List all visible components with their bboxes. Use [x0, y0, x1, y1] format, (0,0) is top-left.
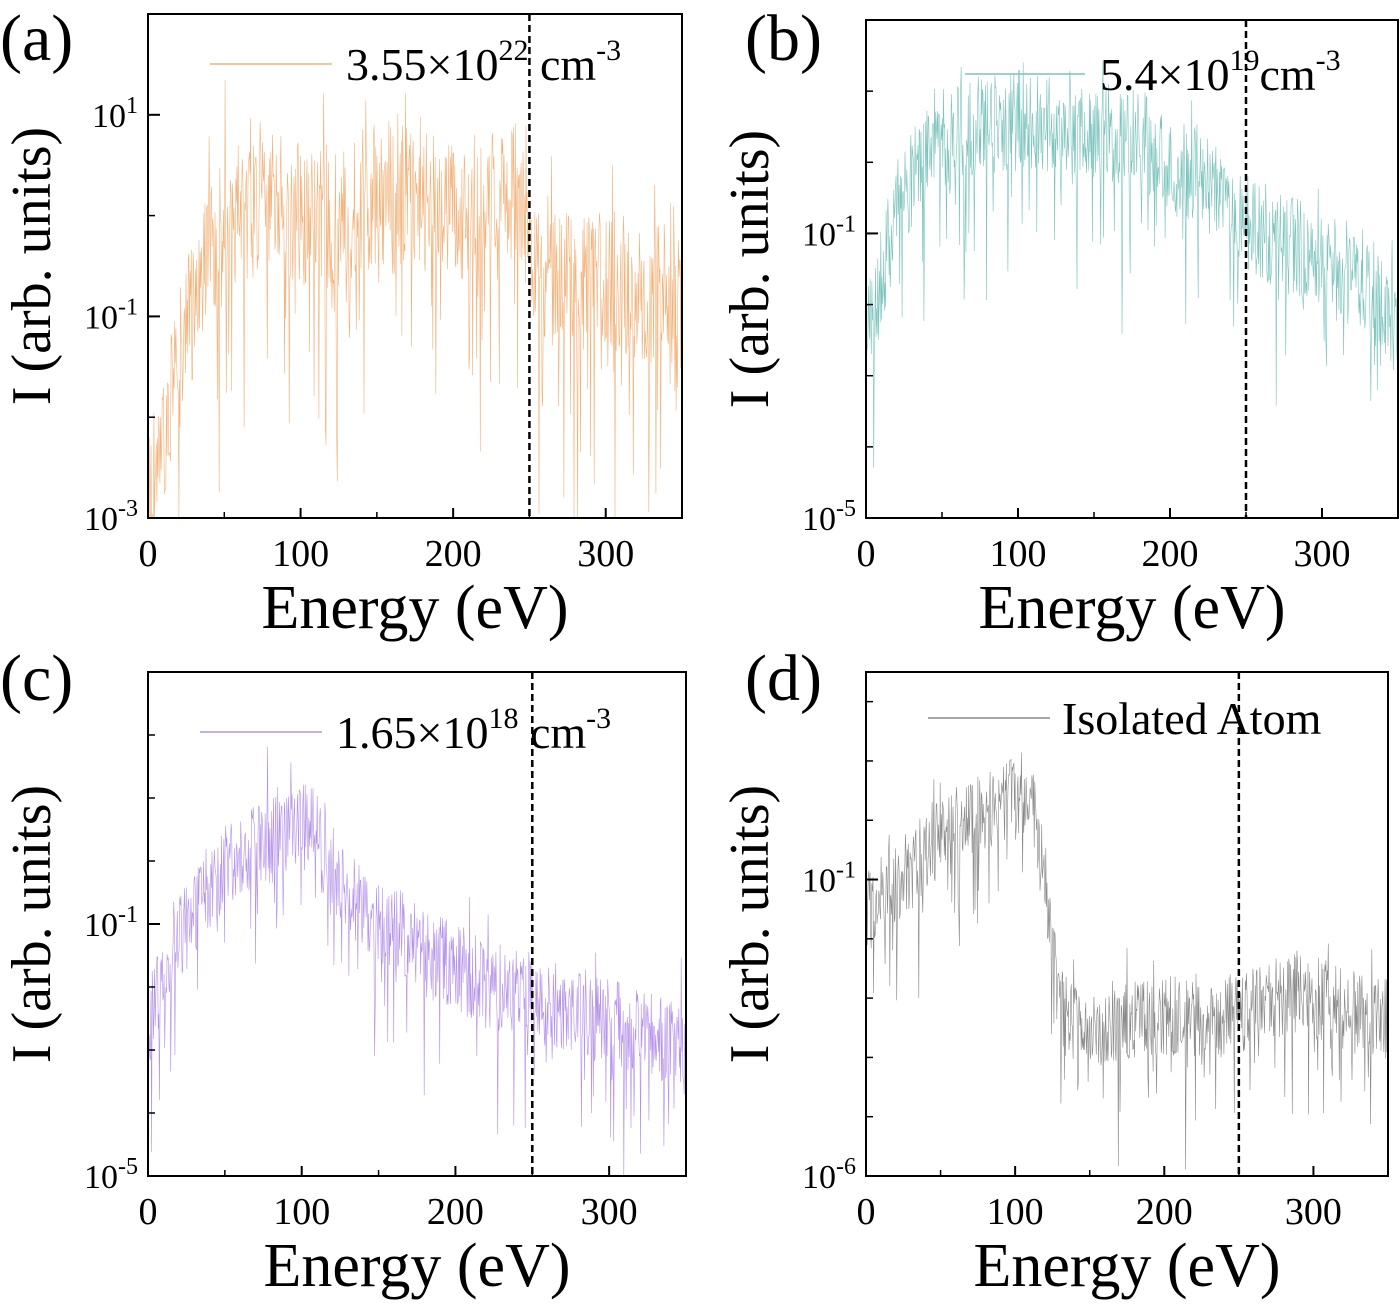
x-tick-label: 300: [1285, 1191, 1342, 1233]
y-tick-label: 10-5: [802, 496, 856, 538]
x-tick-label: 0: [857, 1191, 876, 1233]
x-tick-label: 300: [1294, 533, 1351, 575]
legend-label: Isolated Atom: [1062, 693, 1322, 744]
x-axis-label: Energy (eV): [978, 574, 1285, 642]
panel-label: (a): [0, 2, 73, 75]
plot-frame: [865, 19, 1399, 519]
x-tick-label: 100: [987, 1191, 1044, 1233]
x-tick-label: 200: [427, 1191, 484, 1233]
x-tick-label: 100: [272, 533, 329, 575]
series-line: [148, 79, 683, 519]
y-tick-label: 10-1: [84, 902, 138, 944]
legend-label: 3.55×1022 cm-3: [346, 34, 621, 90]
panel-c: 0 100 200 300 10-5 10-1 Energy (eV) I (arb. uni…: [0, 642, 687, 1300]
panel-a: 0 100 200 300 10-3 10-1 101 Energy (eV) I (arb. …: [0, 2, 683, 642]
x-tick-label: 200: [1142, 533, 1199, 575]
legend-label: 1.65×1018 cm-3: [336, 702, 611, 758]
y-axis-label: I (arb. units): [1, 785, 63, 1063]
panel-label: (b): [745, 2, 822, 75]
series-line: [147, 746, 687, 1177]
x-tick-label: 0: [139, 533, 158, 575]
x-tick-label: 200: [425, 533, 482, 575]
panel-label: (d): [745, 642, 822, 715]
panel-b: 0 100 200 300 10-5 10-1 Energy (eV) I (arb. uni…: [719, 2, 1399, 642]
y-tick-label: 10-1: [84, 294, 138, 336]
plot-frame: [865, 671, 1389, 1177]
x-tick-label: 100: [990, 533, 1047, 575]
series-line: [865, 752, 1389, 1170]
y-tick-label: 10-1: [802, 211, 856, 253]
x-axis-label: Energy (eV): [973, 1232, 1280, 1300]
y-axis-label: I (arb. units): [1, 127, 63, 405]
x-tick-label: 0: [857, 533, 876, 575]
y-tick-label: 10-5: [84, 1154, 138, 1196]
legend-label: 5.4×1019cm-3: [1100, 44, 1341, 100]
y-tick-label: 10-1: [802, 858, 856, 900]
plot-frame: [147, 13, 683, 519]
x-tick-label: 300: [581, 1191, 638, 1233]
panel-label: (c): [0, 642, 73, 715]
x-tick-label: 200: [1136, 1191, 1193, 1233]
x-axis-label: Energy (eV): [263, 1232, 570, 1300]
y-tick-label: 101: [92, 93, 138, 135]
y-axis-label: I (arb. units): [719, 785, 781, 1063]
x-tick-label: 0: [139, 1191, 158, 1233]
series-line: [865, 60, 1399, 468]
y-tick-label: 10-6: [802, 1154, 856, 1196]
x-tick-label: 300: [577, 533, 634, 575]
y-tick-label: 10-3: [84, 496, 138, 538]
x-tick-label: 100: [273, 1191, 330, 1233]
panel-d: 0 100 200 300 10-6 10-1 Energy (eV) I (arb. uni…: [719, 642, 1389, 1300]
x-axis-label: Energy (eV): [261, 574, 568, 642]
y-axis-label: I (arb. units): [719, 130, 781, 408]
